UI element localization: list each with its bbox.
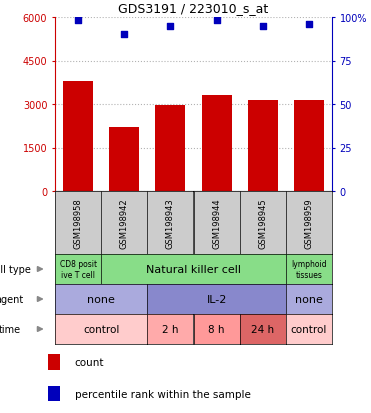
- Text: GSM198942: GSM198942: [120, 198, 129, 248]
- Text: GSM198943: GSM198943: [166, 198, 175, 248]
- Text: control: control: [291, 324, 327, 334]
- Text: GSM198944: GSM198944: [212, 198, 221, 248]
- Title: GDS3191 / 223010_s_at: GDS3191 / 223010_s_at: [118, 2, 269, 15]
- Text: percentile rank within the sample: percentile rank within the sample: [75, 389, 250, 399]
- Point: [121, 32, 127, 39]
- Bar: [201, 96, 232, 192]
- Bar: [248, 100, 278, 192]
- Bar: [48, 386, 60, 401]
- Bar: [48, 354, 60, 370]
- Bar: [294, 100, 324, 192]
- Text: GSM198958: GSM198958: [73, 198, 83, 248]
- Text: cell type: cell type: [0, 264, 30, 274]
- Text: 2 h: 2 h: [162, 324, 179, 334]
- Bar: [109, 128, 139, 192]
- Bar: [155, 106, 186, 192]
- Text: time: time: [0, 324, 21, 334]
- Text: count: count: [75, 358, 104, 368]
- Text: agent: agent: [0, 294, 24, 304]
- Text: none: none: [87, 294, 115, 304]
- Point: [214, 18, 220, 25]
- Text: 8 h: 8 h: [209, 324, 225, 334]
- Text: IL-2: IL-2: [206, 294, 227, 304]
- Text: CD8 posit
ive T cell: CD8 posit ive T cell: [59, 260, 97, 279]
- Point: [306, 21, 312, 28]
- Bar: [63, 82, 93, 192]
- Point: [75, 18, 81, 25]
- Text: 24 h: 24 h: [251, 324, 274, 334]
- Text: none: none: [295, 294, 323, 304]
- Text: control: control: [83, 324, 119, 334]
- Point: [167, 23, 173, 30]
- Point: [260, 23, 266, 30]
- Text: lymphoid
tissues: lymphoid tissues: [291, 260, 327, 279]
- Text: GSM198945: GSM198945: [258, 198, 267, 248]
- Text: Natural killer cell: Natural killer cell: [146, 264, 241, 274]
- Text: GSM198959: GSM198959: [305, 198, 313, 248]
